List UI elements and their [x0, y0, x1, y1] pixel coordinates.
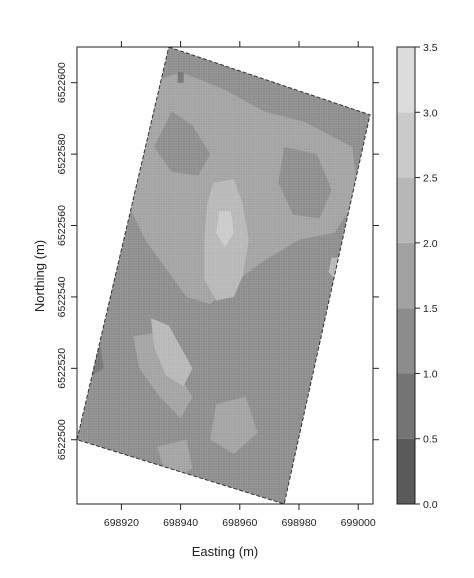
x-axis-label: Easting (m): [192, 544, 258, 559]
colorbar-tick-label: 2.5: [423, 173, 438, 185]
colorbar-tick-label: 3.5: [423, 42, 438, 54]
colorbar: 0.0 0.5 1.0 1.5 2.0 2.5 3.0 3.5: [396, 42, 438, 511]
x-tick-label: 698920: [104, 517, 139, 529]
colorbar-segment: [397, 177, 415, 243]
plot-area: [77, 47, 371, 504]
colorbar-tick-label: 0.0: [423, 499, 438, 511]
y-tick-label: 6522500: [56, 419, 68, 460]
y-tick-label: 6522520: [56, 348, 68, 389]
x-tick-label: 699000: [341, 517, 376, 529]
field-boundary: [77, 47, 371, 504]
axes: 698920 698940 698960 698980 699000 6522500 652…: [56, 41, 379, 529]
colorbar-tick-label: 0.5: [423, 434, 438, 446]
y-tick-label: 6522540: [56, 276, 68, 317]
colorbar-tick-label: 2.0: [423, 238, 438, 250]
x-tick-label: 698980: [281, 517, 316, 529]
x-tick-label: 698960: [222, 517, 257, 529]
y-tick-label: 6522560: [56, 205, 68, 246]
colorbar-segment: [397, 373, 415, 439]
colorbar-tick-label: 1.0: [423, 368, 438, 380]
y-tick-label: 6522580: [56, 134, 68, 175]
colorbar-tick-label: 3.0: [423, 107, 438, 119]
colorbar-segment: [397, 308, 415, 374]
colorbar-segment: [397, 438, 415, 504]
x-tick-label: 698940: [163, 517, 198, 529]
colorbar-segment: [397, 47, 415, 113]
interpolation-mesh: [77, 47, 370, 504]
colorbar-frame: [396, 46, 416, 505]
y-axis-label: Northing (m): [32, 240, 47, 312]
colorbar-tick-label: 1.5: [423, 303, 438, 315]
colorbar-segment: [397, 242, 415, 309]
plot-frame: [76, 46, 374, 505]
y-tick-label: 6522600: [56, 62, 68, 103]
colorbar-segment: [397, 112, 415, 178]
